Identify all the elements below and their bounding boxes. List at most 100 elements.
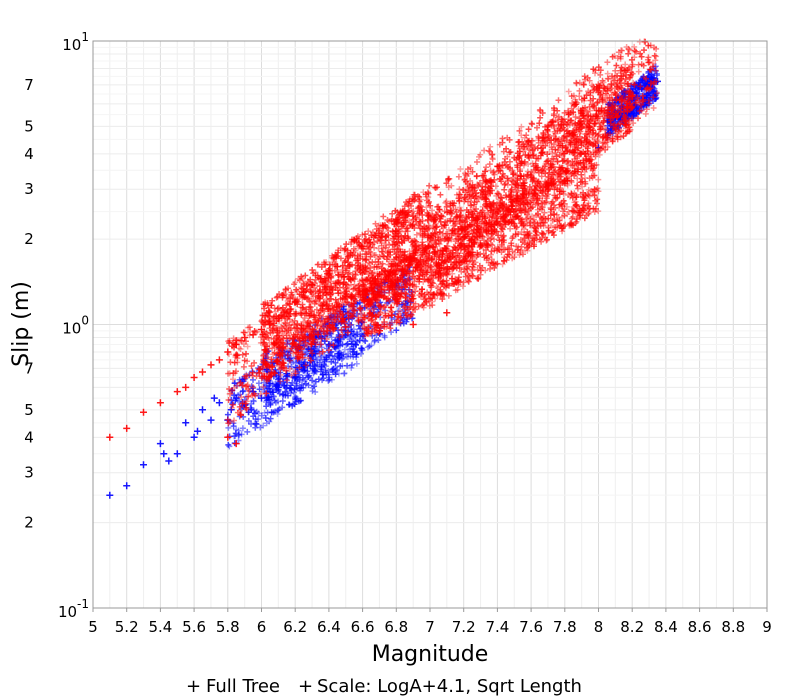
data-point-full-tree [267,388,274,395]
data-point-full-tree [267,401,274,408]
data-point-full-tree [291,401,298,408]
data-point-full-tree [298,384,305,391]
data-point-full-tree [250,413,257,420]
data-point-full-tree [337,363,344,370]
data-point-full-tree [319,371,326,378]
data-point-full-tree [272,399,279,406]
data-point-full-tree [302,376,309,383]
data-point-full-tree [325,371,332,378]
data-point-full-tree [286,401,293,408]
data-point-full-tree [318,353,325,360]
data-point-full-tree [269,385,276,392]
data-point-full-tree [354,329,360,336]
data-point-full-tree [289,379,296,386]
data-point-full-tree [327,330,333,337]
data-point-full-tree [362,338,369,344]
data-point-full-tree [275,407,282,414]
data-point-full-tree [393,327,400,334]
data-point-full-tree [335,370,342,377]
data-point-full-tree [317,368,324,375]
data-point-full-tree [359,332,366,339]
data-point-full-tree [350,345,357,352]
data-point-full-tree [348,328,355,335]
data-point-full-tree [328,334,335,341]
data-point-full-tree [398,301,405,308]
data-point-full-tree [257,424,264,431]
grid-lines [92,40,768,609]
data-point-full-tree [291,386,298,393]
data-point-full-tree [371,338,378,345]
data-point-full-tree [322,367,329,374]
data-point-full-tree [296,376,303,383]
data-point-full-tree [284,379,291,386]
data-point-full-tree [279,404,286,411]
data-point-full-tree [253,408,260,415]
data-point-full-tree [329,366,336,373]
data-point-full-tree [275,398,281,405]
data-point-full-tree [336,335,343,342]
data-point-full-tree [324,332,331,339]
data-point-full-tree [292,360,299,367]
data-point-full-tree [232,430,239,437]
data-point-full-tree [292,393,299,400]
data-point-full-tree [225,441,232,448]
data-point-full-tree [365,344,371,351]
data-point-full-tree [341,346,348,353]
data-point-full-tree [262,399,269,405]
data-point-full-tree [349,361,356,368]
data-point-full-tree [312,353,319,360]
data-point-full-tree [358,345,364,352]
data-point-full-tree [326,376,333,383]
data-point-full-tree [231,391,238,398]
data-point-full-tree [320,375,327,382]
data-point-full-tree [263,403,270,410]
data-point-full-tree [290,359,297,366]
data-point-full-tree [297,387,304,394]
data-point-full-tree [275,373,282,380]
data-point-full-tree [280,391,287,398]
data-point-full-tree [261,409,268,416]
data-point-full-tree [347,353,354,360]
data-point-full-tree [348,364,355,371]
data-point-full-tree [253,420,259,427]
data-point-full-tree [315,376,322,383]
data-point-full-tree [279,398,286,404]
data-point-full-tree [299,374,306,381]
data-point-full-tree [328,358,335,365]
data-point-full-tree [288,363,295,370]
data-point-full-tree [295,398,302,405]
data-point-full-tree [255,410,262,417]
data-point-full-tree [381,332,388,339]
data-point-full-tree [292,395,298,401]
data-points [106,38,661,499]
data-point-full-tree [332,336,339,343]
data-point-full-tree [341,370,348,377]
data-point-full-tree [256,386,263,393]
data-point-full-tree [311,383,318,390]
data-point-full-tree [280,379,286,385]
data-point-full-tree [381,334,388,341]
data-point-full-tree [239,388,246,395]
data-point-full-tree [331,353,338,360]
data-point-full-tree [318,363,325,370]
data-point-full-tree [310,370,317,377]
data-point-full-tree [344,362,351,369]
data-point-full-tree [395,308,401,315]
data-point-full-tree [303,350,310,357]
data-point-full-tree [255,416,262,423]
data-point-full-tree [312,389,319,395]
data-point-full-tree [307,374,314,381]
data-point-full-tree [251,420,258,427]
data-point-full-tree [368,342,375,349]
data-point-full-tree [305,374,312,380]
data-point-full-tree [246,387,253,394]
data-point-full-tree [388,329,395,336]
data-point-full-tree [263,420,270,427]
data-point-full-tree [260,384,267,391]
data-point-full-tree [245,417,252,424]
data-point-full-tree [332,359,339,366]
data-point-full-tree [345,350,352,357]
data-point-full-tree [325,368,332,374]
data-point-full-tree [276,375,283,382]
data-point-full-tree [358,345,365,352]
